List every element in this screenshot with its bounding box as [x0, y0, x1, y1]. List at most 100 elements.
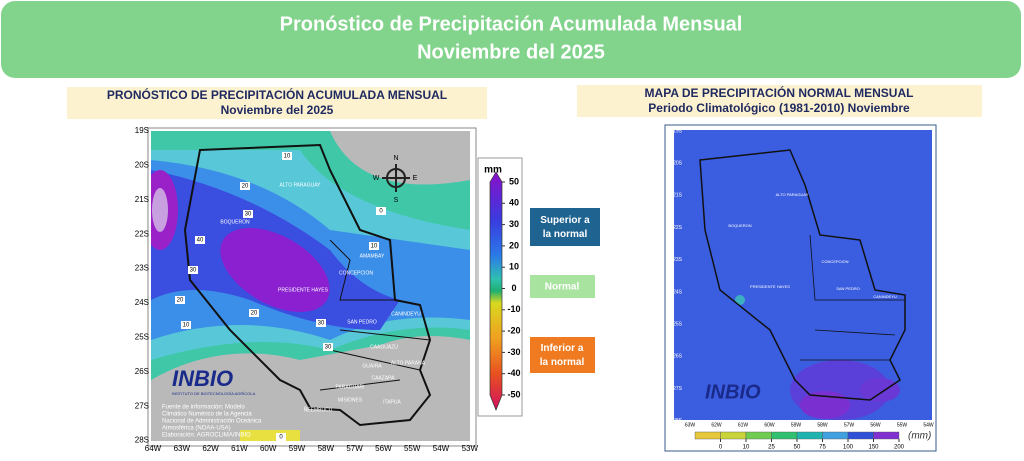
source-note: Climático Numérico de la Agencia — [162, 412, 252, 418]
region-label: SAN PEDRO — [836, 286, 860, 291]
colorbar-tick-label: 0 — [511, 283, 516, 293]
lat-label: 27S — [135, 401, 149, 410]
lat-label: 25S — [135, 333, 149, 342]
lat-label: 22S — [135, 229, 149, 238]
colorbar-tick-label: 30 — [509, 219, 519, 229]
colorbar-swatch — [771, 431, 798, 440]
region-label: CAAGUAZU — [370, 344, 398, 350]
region-label: CANINDEYU — [873, 294, 897, 299]
lat-label: 23S — [673, 257, 683, 263]
lat-label: 24S — [135, 298, 149, 307]
region-label: CANINDEYU — [391, 311, 421, 317]
contour-label-box — [195, 236, 205, 244]
contour-label: 0 — [279, 435, 283, 441]
region-label: ITAPUA — [383, 399, 401, 405]
contour-label-box — [175, 296, 185, 304]
colorbar-tick-label: 200 — [894, 445, 905, 451]
header-banner — [1, 1, 1021, 78]
compass-label: W — [373, 175, 380, 182]
colorbar-swatch — [745, 431, 772, 440]
contour-label-box — [282, 152, 292, 160]
region-label: AMAMBAY — [360, 253, 385, 259]
legend-label: Inferior a la normal — [540, 343, 585, 368]
colorbar-swatch — [694, 431, 721, 440]
lat-label: 24S — [673, 289, 683, 295]
contour-label: 30 — [245, 212, 252, 218]
lon-label: 64W — [145, 444, 162, 453]
forecast-map — [151, 131, 470, 441]
contour-label-box — [240, 182, 250, 190]
colorbar-unit: mm — [484, 165, 502, 176]
contour-label-box — [369, 242, 379, 250]
lat-label: 22S — [673, 225, 683, 231]
colorbar-tick-label: 75 — [819, 445, 826, 451]
colorbar-tick-label: 150 — [868, 445, 879, 451]
panel-title: MAPA DE PRECIPITACIÓN NORMAL MENSUAL — [645, 85, 914, 100]
lon-label: 63W — [174, 444, 191, 453]
source-note: Fuente de información: Modelo — [162, 405, 245, 411]
contour-label-box — [188, 266, 198, 274]
contour-label: 10 — [183, 323, 190, 329]
colorbar-tick-label: 0 — [719, 445, 723, 451]
normal-map — [674, 130, 932, 420]
lon-label: 59W — [289, 444, 306, 453]
contour-label: 10 — [284, 154, 291, 160]
legend-box — [530, 337, 595, 373]
lon-label: 58W — [318, 444, 335, 453]
colorbar-tick-label: 50 — [794, 445, 801, 451]
contour-label-box — [323, 343, 333, 351]
contour-label: 30 — [190, 268, 197, 274]
lat-label: 28S — [135, 436, 149, 445]
contour-label-box — [249, 309, 259, 317]
compass-label: S — [394, 197, 399, 204]
colorbar-swatch — [796, 431, 823, 440]
panel-title: PRONÓSTICO DE PRECIPITACIÓN ACUMULADA ME… — [107, 87, 447, 102]
lat-label: 27S — [673, 386, 683, 392]
contour-label: 40 — [197, 238, 204, 244]
contour-label: 30 — [318, 321, 325, 327]
region-label: SAN PEDRO — [347, 319, 377, 325]
lon-label: 61W — [738, 422, 749, 428]
region-label: PRESIDENTE HAYES — [278, 287, 329, 293]
region-label: BOQUERON — [220, 219, 250, 225]
contour-label-box — [243, 210, 253, 218]
lon-label: 60W — [260, 444, 277, 453]
lon-label: 55W — [404, 444, 421, 453]
lon-label: 56W — [375, 444, 392, 453]
colorbar-tick-label: -10 — [507, 304, 520, 314]
lat-label: 19S — [135, 126, 149, 135]
region-label: CONCEPCION — [339, 270, 373, 276]
lat-label: 23S — [135, 264, 149, 273]
lon-label: 53W — [462, 444, 479, 453]
source-note: Elaboración: AGROCLIMA/INBIO — [162, 433, 251, 439]
colorbar — [489, 171, 503, 411]
source-note: Nacional de Administración Oceánica — [162, 419, 262, 425]
legend-label: Superior a la normal — [540, 215, 590, 240]
region-label: ALTO PARANA — [391, 360, 426, 366]
lon-label: 57W — [844, 422, 855, 428]
lon-label: 57W — [346, 444, 363, 453]
lon-label: 56W — [870, 422, 881, 428]
colorbar-tick-label: -40 — [507, 368, 520, 378]
contour-label: 20 — [251, 311, 258, 317]
logo: INBIO — [172, 366, 233, 391]
colorbar-tick-label: -20 — [507, 325, 520, 335]
colorbar-swatch — [847, 431, 874, 440]
region-label: CONCEPCION — [821, 259, 848, 264]
lon-label: 54W — [433, 444, 450, 453]
contour-label: 20 — [177, 298, 184, 304]
panel-subtitle: Periodo Climatológico (1981-2010) Noviem… — [648, 101, 910, 115]
colorbar-tick-label: 10 — [743, 445, 750, 451]
colorbar-unit: (mm) — [908, 431, 931, 442]
region-label: BOQUERON — [728, 223, 751, 228]
title-box — [577, 85, 982, 117]
lat-label: 20S — [673, 161, 683, 167]
lon-label: 59W — [791, 422, 802, 428]
lon-label: 61W — [231, 444, 248, 453]
colorbar-swatch — [720, 431, 747, 440]
lat-label: 19S — [673, 128, 683, 134]
lon-label: 58W — [817, 422, 828, 428]
contour-label-box — [316, 319, 326, 327]
logo: INBIO — [705, 381, 761, 403]
